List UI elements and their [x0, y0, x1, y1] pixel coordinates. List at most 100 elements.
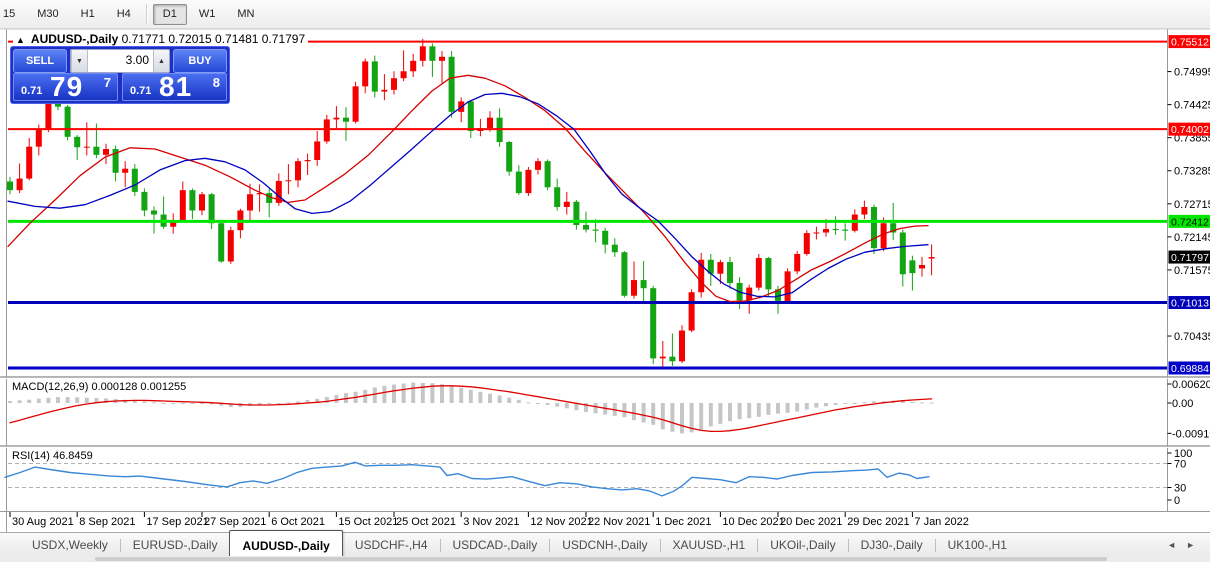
buy-price-box[interactable]: 0.71 81 8 — [122, 73, 227, 101]
ma-slow-line — [7, 92, 929, 298]
buy-button[interactable]: BUY — [173, 49, 227, 73]
svg-text:17 Sep 2021: 17 Sep 2021 — [146, 516, 208, 528]
tab-separator — [439, 538, 441, 552]
svg-text:0.73285: 0.73285 — [1174, 166, 1210, 178]
timeframe-button-m30[interactable]: M30 — [37, 7, 59, 20]
rsi-indicator-label: RSI(14) 46.8459 — [12, 450, 93, 462]
tab-separator — [847, 538, 849, 552]
svg-text:70: 70 — [1174, 459, 1186, 471]
chart-tab-usdcnh[interactable]: USDCNH-,Daily — [562, 538, 648, 552]
sell-price-prefix: 0.71 — [21, 85, 43, 97]
svg-text:0.70435: 0.70435 — [1174, 331, 1210, 343]
ma-fast-line — [7, 74, 929, 303]
chart-symbol-label: AUDUSD-,Daily — [30, 32, 119, 46]
svg-text:0.74425: 0.74425 — [1174, 100, 1210, 112]
chart-tab-bar: USDX,Weekly EURUSD-,Daily AUDUSD-,Daily USD… — [0, 530, 1210, 557]
svg-text:1 Dec 2021: 1 Dec 2021 — [655, 516, 711, 528]
svg-text:27 Sep 2021: 27 Sep 2021 — [204, 516, 266, 528]
chart-ohlc-values: 0.71771 0.72015 0.71481 0.71797 — [121, 32, 306, 46]
scrollbar-thumb[interactable] — [95, 557, 1107, 561]
svg-text:0.71575: 0.71575 — [1174, 265, 1210, 277]
chart-tab-usdx[interactable]: USDX,Weekly — [32, 538, 108, 552]
tab-separator — [549, 538, 551, 552]
timeframe-button-mn[interactable]: MN — [237, 7, 255, 20]
buy-price-prefix: 0.71 — [130, 85, 152, 97]
svg-text:12 Nov 2021: 12 Nov 2021 — [530, 516, 592, 528]
sell-price-box[interactable]: 0.71 79 7 — [13, 73, 118, 101]
tab-scroll-right-icon[interactable]: ► — [1186, 540, 1195, 550]
svg-text:100: 100 — [1174, 448, 1192, 460]
tab-separator — [119, 538, 121, 552]
price-axis[interactable]: 0.74995 0.74425 0.73855 0.73285 0.72715 0.721… — [1167, 67, 1210, 343]
volume-decrease-icon[interactable]: ▼ — [71, 50, 88, 72]
volume-input[interactable]: 3.00 — [88, 50, 153, 72]
svg-text:0.00: 0.00 — [1172, 398, 1193, 410]
svg-text:20 Dec 2021: 20 Dec 2021 — [780, 516, 842, 528]
svg-text:8 Sep 2021: 8 Sep 2021 — [79, 516, 135, 528]
svg-text:0.74002: 0.74002 — [1171, 124, 1209, 136]
chart-tab-usdcad[interactable]: USDCAD-,Daily — [452, 538, 538, 552]
pane-borders — [0, 28, 1210, 512]
tab-scroll-left-icon[interactable]: ◄ — [1167, 540, 1177, 550]
svg-text:0.71013: 0.71013 — [1171, 298, 1209, 310]
sell-button[interactable]: SELL — [13, 49, 67, 73]
price-axis-badges: 0.75512 0.74002 0.72412 0.71797 0.71013 0.698… — [1168, 35, 1210, 375]
chart-tab-xauusd[interactable]: XAUUSD-,H1 — [672, 538, 746, 552]
svg-text:-0.009197: -0.009197 — [1172, 428, 1210, 440]
svg-text:0.74995: 0.74995 — [1174, 67, 1210, 79]
chart-background — [7, 28, 1210, 534]
svg-text:0.72145: 0.72145 — [1174, 232, 1210, 244]
tab-bar-spacer — [0, 533, 20, 557]
price-chart-canvas[interactable]: 0.74995 0.74425 0.73855 0.73285 0.72715 0.721… — [0, 28, 1210, 562]
svg-text:0.73855: 0.73855 — [1174, 133, 1210, 145]
timeframe-button-d1[interactable]: D1 — [152, 3, 187, 25]
volume-increase-icon[interactable]: ▲ — [153, 50, 169, 72]
timeframe-button-h1[interactable]: H1 — [80, 7, 95, 20]
macd-pane[interactable] — [8, 382, 934, 434]
tab-separator — [757, 538, 759, 552]
svg-text:0.006201: 0.006201 — [1172, 379, 1210, 391]
window-left-border — [6, 28, 7, 562]
svg-text:0.69884: 0.69884 — [1171, 363, 1209, 375]
one-click-trading-panel: SELL ▼ 3.00 ▲ BUY 0.71 79 7 0.71 81 8 — [10, 46, 230, 104]
rsi-pane[interactable] — [4, 461, 1167, 497]
chart-tab-ukoil[interactable]: UKOil-,Daily — [770, 538, 836, 552]
svg-text:3 Nov 2021: 3 Nov 2021 — [463, 516, 519, 528]
svg-text:0.72715: 0.72715 — [1174, 199, 1210, 211]
timeframe-button-15[interactable]: 15 — [3, 7, 16, 20]
tab-separator — [659, 538, 661, 552]
chart-tab-usdchf[interactable]: USDCHF-,H4 — [354, 538, 428, 552]
sell-price-main: 79 — [50, 73, 84, 101]
timeframe-button-h4[interactable]: H4 — [116, 7, 131, 20]
chart-tab-uk100[interactable]: UK100-,H1 — [947, 538, 1007, 552]
horizontal-scrollbar[interactable] — [0, 556, 1210, 562]
tab-separator — [934, 538, 936, 552]
svg-text:6 Oct 2021: 6 Oct 2021 — [271, 516, 325, 528]
sell-price-pip: 7 — [103, 75, 111, 90]
chart-tab-dj30[interactable]: DJ30-,Daily — [860, 538, 923, 552]
chart-title: ▲ AUDUSD-,Daily 0.71771 0.72015 0.71481 0… — [13, 32, 309, 46]
svg-text:22 Nov 2021: 22 Nov 2021 — [588, 516, 650, 528]
chart-tab-audusd[interactable]: AUDUSD-,Daily — [229, 530, 343, 557]
svg-text:0.72412: 0.72412 — [1171, 216, 1209, 228]
chart-tab-eurusd[interactable]: EURUSD-,Daily — [132, 538, 218, 552]
svg-text:25 Oct 2021: 25 Oct 2021 — [396, 516, 456, 528]
volume-stepper: ▼ 3.00 ▲ — [70, 49, 170, 73]
collapse-trade-panel-icon[interactable]: ▲ — [16, 35, 25, 45]
svg-text:29 Dec 2021: 29 Dec 2021 — [847, 516, 909, 528]
buy-price-pip: 8 — [212, 75, 220, 90]
toolbar-separator — [145, 4, 148, 24]
svg-text:30: 30 — [1174, 483, 1186, 495]
buy-price-main: 81 — [159, 73, 193, 101]
tab-scroll-arrows: ◄ ► — [1162, 533, 1210, 557]
timeframe-button-w1[interactable]: W1 — [198, 7, 216, 20]
svg-text:0: 0 — [1174, 495, 1180, 507]
svg-text:10 Dec 2021: 10 Dec 2021 — [722, 516, 784, 528]
svg-text:30 Aug 2021: 30 Aug 2021 — [12, 516, 74, 528]
svg-text:0.75512: 0.75512 — [1171, 37, 1209, 49]
macd-axis: 0.006201 0.00 -0.009197 — [1167, 379, 1210, 440]
timeframe-toolbar: 15 M30 H1 H4 D1 W1 MN — [0, 0, 1210, 29]
svg-text:15 Oct 2021: 15 Oct 2021 — [338, 516, 398, 528]
